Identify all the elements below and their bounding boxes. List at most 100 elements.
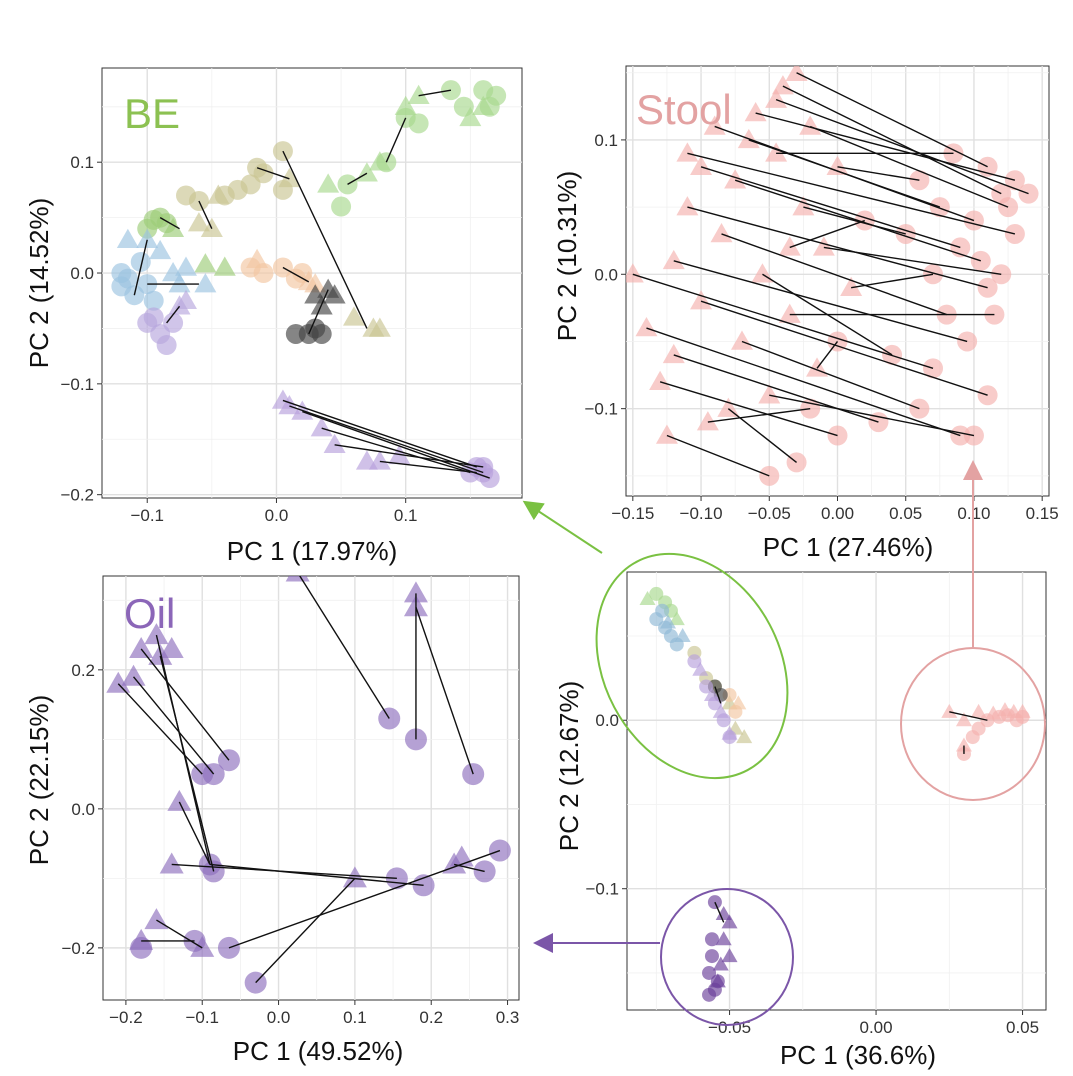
pair-link-stool bbox=[837, 166, 920, 181]
point-circle-oil bbox=[702, 987, 717, 1002]
y-tick-label: 0.2 bbox=[71, 661, 95, 680]
point-triangle-blue bbox=[168, 273, 191, 293]
pair-link-olive bbox=[282, 150, 368, 329]
point-circle-lilac bbox=[137, 312, 158, 333]
pair-link-stool bbox=[700, 166, 961, 249]
point-triangle-olive bbox=[343, 306, 365, 326]
point-triangle-stool bbox=[626, 263, 644, 283]
point-circle-lilac bbox=[156, 335, 177, 356]
point-triangle-oil bbox=[129, 636, 154, 658]
point-triangle-green bbox=[407, 84, 430, 104]
point-triangle-oil bbox=[285, 576, 310, 582]
x-tick-label: 0.1 bbox=[343, 1008, 367, 1027]
point-triangle-purple bbox=[355, 450, 378, 470]
point-triangle-be-purple bbox=[721, 725, 738, 740]
point-triangle-stool bbox=[941, 703, 958, 718]
point-triangle-be-olive bbox=[736, 729, 753, 744]
point-triangle-stool bbox=[955, 712, 972, 727]
point-circle-midgreen bbox=[137, 218, 158, 239]
point-triangle-be-purple bbox=[692, 661, 709, 676]
y-tick-label: 0.0 bbox=[594, 265, 618, 284]
point-triangle-oil bbox=[721, 948, 738, 963]
pair-link-stool bbox=[741, 340, 920, 410]
stool-marks bbox=[626, 66, 1039, 486]
point-circle-lilac bbox=[163, 312, 184, 333]
point-triangle-purple bbox=[310, 417, 333, 437]
x-tick-label: 0.00 bbox=[821, 504, 854, 523]
pair-link-oil bbox=[209, 863, 424, 887]
point-circle-blue bbox=[130, 251, 151, 272]
point-triangle-be-blue bbox=[674, 628, 691, 643]
point-triangle-stool bbox=[792, 196, 815, 216]
oil-x-tick-labels: −0.2 −0.1 0.0 0.1 0.2 0.3 bbox=[109, 1000, 519, 1027]
pair-link-stool bbox=[803, 206, 906, 235]
point-circle-orange bbox=[253, 263, 274, 284]
point-triangle-stool bbox=[662, 343, 685, 364]
pair-link-oil bbox=[156, 919, 203, 949]
point-triangle-stool bbox=[765, 88, 788, 108]
point-triangle-oil bbox=[129, 928, 154, 950]
pair-link-oil bbox=[117, 683, 203, 775]
oil-panel-title: Oil bbox=[124, 590, 175, 637]
point-triangle-be-orange bbox=[730, 695, 747, 710]
oil-cluster-ellipse bbox=[660, 888, 794, 1026]
point-triangle-oil bbox=[342, 866, 367, 888]
y-tick-label: 0.0 bbox=[70, 264, 94, 283]
y-tick-label: −0.2 bbox=[60, 486, 94, 505]
be-panel-title: BE bbox=[124, 90, 180, 137]
stool-x-axis-label: PC 1 (27.46%) bbox=[763, 532, 934, 562]
pair-link-stool bbox=[734, 179, 981, 262]
pair-link-stool bbox=[721, 233, 947, 316]
overall-plot-area bbox=[626, 571, 1047, 1011]
point-circle-oil bbox=[702, 965, 717, 980]
point-triangle-olive bbox=[368, 317, 391, 337]
point-circle-oil bbox=[704, 932, 719, 947]
stool-panel-title: Stool bbox=[636, 86, 732, 133]
pair-link-oil bbox=[132, 676, 215, 775]
point-circle-stool bbox=[965, 730, 980, 745]
point-triangle-stool bbox=[778, 236, 801, 256]
point-triangle-green bbox=[317, 173, 340, 193]
pair-link-stool bbox=[707, 407, 811, 423]
point-circle-be-green bbox=[649, 586, 664, 601]
pair-link-stool bbox=[646, 327, 961, 437]
point-circle-be-blue bbox=[655, 603, 670, 618]
pair-link-oil bbox=[255, 877, 356, 984]
x-tick-label: 0.0 bbox=[267, 1008, 291, 1027]
pair-link-olive bbox=[198, 200, 213, 229]
pair-link-oil bbox=[415, 607, 474, 775]
stool-panel: −0.15−0.10−0.050.000.050.100.15 −0.10.00… bbox=[552, 65, 1059, 562]
point-triangle-olive bbox=[207, 184, 230, 204]
oil-mark-layer bbox=[106, 576, 511, 994]
pair-link-stool bbox=[769, 394, 975, 437]
point-triangle-stool bbox=[970, 703, 987, 718]
pair-link-green bbox=[385, 117, 407, 163]
point-triangle-purple bbox=[278, 395, 301, 415]
point-triangle-oil bbox=[403, 581, 428, 603]
point-triangle-olive bbox=[187, 212, 210, 232]
point-triangle-oil bbox=[106, 671, 131, 693]
oil-y-axis-label: PC 2 (22.15%) bbox=[24, 695, 54, 866]
pair-link-green bbox=[418, 89, 452, 97]
point-triangle-stool bbox=[655, 424, 678, 444]
point-triangle-black bbox=[323, 284, 346, 304]
point-triangle-stool bbox=[799, 115, 822, 135]
point-triangle-blue bbox=[194, 273, 217, 293]
be-marks bbox=[111, 80, 507, 489]
pair-link-purple bbox=[302, 410, 490, 479]
x-tick-label: −0.1 bbox=[185, 1008, 219, 1027]
point-triangle-stool bbox=[649, 370, 672, 391]
pair-link-oil bbox=[159, 655, 215, 872]
pair-link-oil bbox=[178, 801, 211, 865]
oil-y-tick-labels: −0.2 0.0 0.2 bbox=[61, 661, 103, 958]
be-y-tick-labels: −0.2 −0.1 0.0 0.1 bbox=[60, 153, 102, 505]
point-triangle-stool bbox=[724, 169, 747, 189]
point-triangle-stool bbox=[826, 155, 849, 176]
oil-panel: −0.2 −0.1 0.0 0.1 0.2 0.3 −0.2 0.0 0.2 Oil PC 1… bbox=[24, 575, 520, 1066]
pair-link-stool bbox=[632, 273, 934, 370]
pair-link-stool bbox=[809, 125, 1009, 208]
y-tick-label: 0.0 bbox=[595, 711, 619, 730]
point-circle-oil bbox=[704, 949, 719, 964]
be-mark-layer bbox=[111, 80, 507, 489]
stool-y-axis-label: PC 2 (10.31%) bbox=[552, 171, 582, 342]
